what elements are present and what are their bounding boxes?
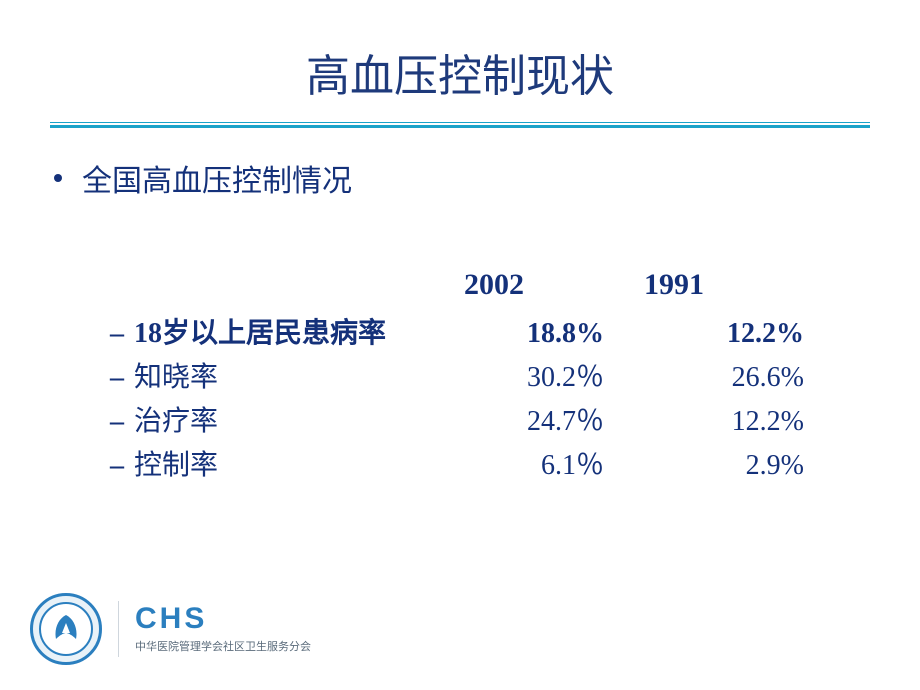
chs-subtitle: 中华医院管理学会社区卫生服务分会 bbox=[135, 638, 311, 654]
table-row: –知晓率30.2％26.6% bbox=[110, 364, 870, 392]
row-value-1991: 2.9% bbox=[604, 452, 804, 480]
title-divider bbox=[50, 122, 870, 126]
row-label: 18岁以上居民患病率 bbox=[134, 320, 424, 348]
row-label: 控制率 bbox=[134, 452, 424, 480]
row-dash: – bbox=[110, 408, 134, 436]
row-dash: – bbox=[110, 320, 134, 348]
logo-circle-icon bbox=[30, 593, 102, 665]
table-row: –18岁以上居民患病率18.8%12.2% bbox=[110, 320, 870, 348]
logo-separator bbox=[118, 601, 119, 657]
table-row: –控制率6.1％2.9% bbox=[110, 452, 870, 480]
footer: CHS 中华医院管理学会社区卫生服务分会 bbox=[30, 593, 311, 665]
divider-line-thin bbox=[50, 122, 870, 123]
chs-block: CHS 中华医院管理学会社区卫生服务分会 bbox=[135, 604, 311, 654]
row-value-2002: 24.7％ bbox=[424, 408, 604, 436]
logo-inner bbox=[39, 602, 93, 656]
row-dash: – bbox=[110, 452, 134, 480]
row-value-1991: 12.2% bbox=[604, 408, 804, 436]
row-label: 知晓率 bbox=[134, 364, 424, 392]
page-title: 高血压控制现状 bbox=[50, 40, 870, 104]
row-value-2002: 18.8% bbox=[424, 320, 604, 348]
row-value-2002: 30.2％ bbox=[424, 364, 604, 392]
divider-line-thick bbox=[50, 125, 870, 128]
chs-label: CHS bbox=[135, 604, 311, 634]
row-value-1991: 26.6% bbox=[604, 364, 804, 392]
header-col-1991: 1991 bbox=[644, 270, 844, 300]
row-value-1991: 12.2% bbox=[604, 320, 804, 348]
table-row: –治疗率24.7％12.2% bbox=[110, 408, 870, 436]
slide: 高血压控制现状 全国高血压控制情况 2002 1991 –18岁以上居民患病率1… bbox=[0, 0, 920, 690]
row-label: 治疗率 bbox=[134, 408, 424, 436]
table-body: –18岁以上居民患病率18.8%12.2%–知晓率30.2％26.6%–治疗率2… bbox=[110, 320, 870, 480]
bullet-item: 全国高血压控制情况 bbox=[54, 156, 870, 200]
header-col-2002: 2002 bbox=[464, 270, 644, 300]
table-header: 2002 1991 bbox=[110, 270, 870, 300]
row-dash: – bbox=[110, 364, 134, 392]
data-table: 2002 1991 –18岁以上居民患病率18.8%12.2%–知晓率30.2％… bbox=[110, 270, 870, 480]
bullet-dot-icon bbox=[54, 174, 62, 182]
row-value-2002: 6.1％ bbox=[424, 452, 604, 480]
bullet-text: 全国高血压控制情况 bbox=[82, 156, 352, 200]
wing-icon bbox=[46, 609, 86, 649]
